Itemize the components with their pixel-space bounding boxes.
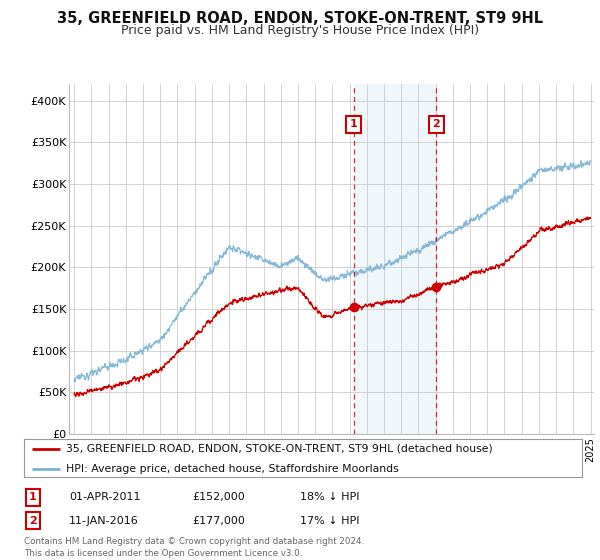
Text: £152,000: £152,000 <box>192 492 245 502</box>
Text: 35, GREENFIELD ROAD, ENDON, STOKE-ON-TRENT, ST9 9HL: 35, GREENFIELD ROAD, ENDON, STOKE-ON-TRE… <box>57 11 543 26</box>
Text: 18% ↓ HPI: 18% ↓ HPI <box>300 492 359 502</box>
Text: Contains HM Land Registry data © Crown copyright and database right 2024.
This d: Contains HM Land Registry data © Crown c… <box>24 537 364 558</box>
Text: HPI: Average price, detached house, Staffordshire Moorlands: HPI: Average price, detached house, Staf… <box>66 464 398 474</box>
Text: 01-APR-2011: 01-APR-2011 <box>69 492 140 502</box>
Text: 2: 2 <box>432 119 440 129</box>
Text: 2: 2 <box>29 516 37 526</box>
Text: 11-JAN-2016: 11-JAN-2016 <box>69 516 139 526</box>
Bar <box>354 84 436 434</box>
Text: 35, GREENFIELD ROAD, ENDON, STOKE-ON-TRENT, ST9 9HL (detached house): 35, GREENFIELD ROAD, ENDON, STOKE-ON-TRE… <box>66 444 493 454</box>
Text: 1: 1 <box>29 492 37 502</box>
Text: Price paid vs. HM Land Registry's House Price Index (HPI): Price paid vs. HM Land Registry's House … <box>121 24 479 36</box>
Text: 1: 1 <box>350 119 358 129</box>
Text: £177,000: £177,000 <box>192 516 245 526</box>
Text: 17% ↓ HPI: 17% ↓ HPI <box>300 516 359 526</box>
